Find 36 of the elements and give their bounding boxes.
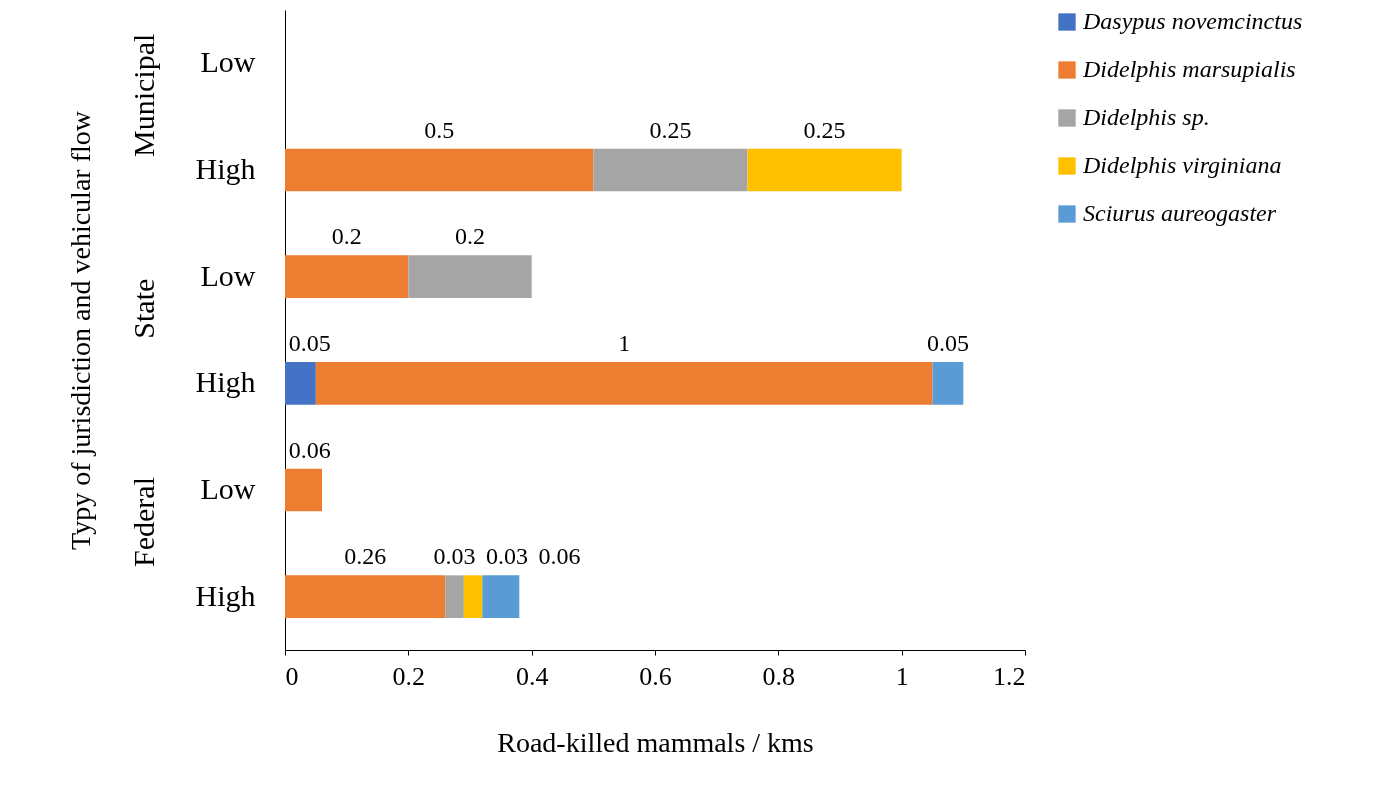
y-tick-label: High [195, 365, 256, 399]
x-tick-label: 1.2 [993, 661, 1026, 691]
y-tick-label: Low [200, 45, 256, 79]
text: Federal [127, 477, 160, 567]
data-label: 0.05 [926, 330, 969, 356]
text: Municipal [127, 33, 160, 157]
y-tick-label: High [195, 152, 256, 185]
data-label: 0.25 [649, 116, 692, 143]
data-label: 0.5 [424, 116, 455, 143]
x-tick-label: 0.8 [762, 661, 796, 691]
y-tick-label: Low [200, 258, 256, 292]
data-label: 0.06 [288, 436, 331, 463]
data-label: 0.2 [455, 223, 485, 250]
data-label: 0.2 [331, 223, 362, 250]
data-label: 0.05 [288, 330, 331, 356]
legend-label: Sciurus aureogaster [1083, 200, 1277, 226]
data-label: 0.25 [803, 116, 846, 143]
y-tick-label: Low [200, 472, 256, 505]
x-axis-title: Road-killed mammals / kms [497, 726, 814, 758]
legend-label: Didelphis marsupialis [1082, 56, 1296, 82]
data-label: 0.03 [433, 543, 476, 570]
x-tick-label: 0.6 [639, 661, 672, 691]
x-tick-label: 1 [895, 661, 909, 691]
legend-label: Didelphis sp. [1082, 104, 1210, 130]
data-label: 0.26 [344, 543, 387, 570]
data-label: 1 [618, 330, 631, 356]
x-tick-label: 0.2 [392, 661, 426, 691]
data-label: 0.03 [486, 543, 528, 570]
data-label: 0.06 [538, 543, 581, 570]
x-tick-label: 0 [285, 661, 299, 691]
legend-label: Dasypus novemcinctus [1082, 8, 1303, 34]
y-axis-title: Typy of jurisdiction and vehicular flow [64, 110, 96, 550]
x-tick-label: 0.4 [515, 661, 549, 691]
legend-label: Didelphis virginiana [1082, 152, 1282, 178]
y-tick-label: High [195, 578, 256, 612]
text: State [127, 278, 160, 339]
